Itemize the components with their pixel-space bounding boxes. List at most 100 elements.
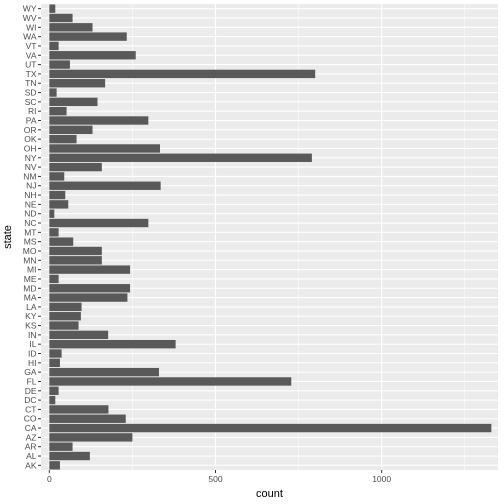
y-tick-label-mi: MI [27, 265, 36, 275]
y-tick-label-mn: MN [23, 255, 36, 265]
y-tick-label-nh: NH [24, 190, 36, 200]
y-tick-label-ct: CT [25, 404, 36, 414]
bar-az [49, 433, 133, 442]
bar-de [49, 386, 59, 395]
bar-vt [49, 41, 59, 51]
bar-mn [49, 256, 102, 265]
bar-in [49, 330, 109, 340]
y-tick-label-nm: NM [23, 171, 36, 181]
y-tick-label-sd: SD [25, 88, 37, 98]
y-tick-label-ri: RI [28, 106, 37, 116]
y-tick-label-nc: NC [24, 218, 36, 228]
bar-oh [49, 144, 160, 153]
bar-ks [49, 321, 79, 330]
y-tick-label-co: CO [24, 414, 37, 424]
y-tick-label-nv: NV [25, 162, 37, 172]
bar-tn [49, 79, 106, 88]
bar-sd [49, 88, 57, 97]
bar-ma [49, 293, 128, 302]
bar-ct [49, 405, 109, 414]
y-tick-label-ne: NE [25, 199, 37, 209]
x-tick-label: 1000 [372, 474, 391, 484]
bar-ne [49, 200, 69, 209]
y-tick-label-me: ME [24, 274, 37, 284]
y-axis: AKALARAZCACOCTDCDEFLGAHIIDILINKSKYLAMAMD… [23, 4, 41, 470]
bar-la [49, 302, 82, 312]
bar-ok [49, 134, 77, 144]
bar-ri [49, 106, 67, 116]
y-tick-label-ny: NY [25, 153, 37, 163]
y-tick-label-wi: WI [26, 22, 36, 32]
bar-me [49, 274, 59, 284]
y-tick-label-al: AL [26, 451, 37, 461]
bar-nh [49, 190, 66, 200]
bars [49, 4, 492, 470]
y-tick-label-az: AZ [26, 432, 37, 442]
y-tick-label-ga: GA [24, 367, 37, 377]
bar-mo [49, 246, 102, 256]
y-tick-label-ak: AK [25, 460, 37, 470]
bar-wy [49, 4, 56, 13]
bar-nj [49, 181, 161, 190]
y-tick-label-ms: MS [24, 237, 37, 247]
y-tick-label-ar: AR [25, 442, 37, 452]
bar-ar [49, 442, 73, 451]
y-tick-label-ks: KS [25, 321, 37, 331]
x-axis-title: count [256, 488, 283, 500]
bar-tx [49, 69, 316, 79]
y-tick-label-tn: TN [25, 78, 36, 88]
y-tick-label-id: ID [28, 349, 37, 359]
bar-ut [49, 60, 70, 69]
x-axis: 0 500 1000 [47, 470, 391, 484]
y-tick-label-in: IN [28, 330, 37, 340]
bar-mi [49, 265, 131, 274]
y-tick-label-de: DE [25, 386, 37, 396]
bar-ak [49, 461, 60, 470]
bar-nc [49, 218, 149, 228]
bar-ms [49, 237, 74, 246]
y-tick-label-ca: CA [25, 423, 37, 433]
y-tick-label-ut: UT [25, 60, 36, 70]
bar-va [49, 51, 136, 60]
bar-sc [49, 97, 98, 107]
bar-hi [49, 358, 60, 368]
y-tick-label-il: IL [29, 339, 36, 349]
bar-nv [49, 162, 102, 172]
bar-or [49, 125, 93, 135]
y-tick-label-wy: WY [23, 4, 37, 14]
y-tick-label-wa: WA [23, 32, 37, 42]
bar-ca [49, 423, 492, 433]
bar-nd [49, 209, 55, 218]
bar-wa [49, 32, 127, 41]
y-axis-title: state [2, 225, 14, 249]
y-tick-label-mo: MO [23, 246, 37, 256]
bar-al [49, 451, 90, 461]
bar-il [49, 339, 176, 349]
x-tick-label: 500 [208, 474, 222, 484]
y-tick-label-ma: MA [24, 293, 37, 303]
plot-panel [41, 4, 498, 470]
y-tick-label-nd: ND [24, 209, 36, 219]
bar-id [49, 349, 62, 358]
y-tick-label-la: LA [26, 302, 37, 312]
bar-co [49, 414, 126, 423]
y-tick-label-fl: FL [27, 376, 37, 386]
y-tick-label-mt: MT [24, 227, 36, 237]
bar-ky [49, 312, 81, 321]
y-tick-label-tx: TX [26, 69, 37, 79]
y-tick-label-pa: PA [26, 116, 37, 126]
y-tick-label-vt: VT [26, 41, 37, 51]
y-tick-label-md: MD [23, 283, 36, 293]
y-tick-label-dc: DC [24, 395, 36, 405]
bar-ny [49, 153, 312, 162]
y-tick-label-hi: HI [28, 358, 37, 368]
y-tick-label-wv: WV [23, 13, 37, 23]
y-tick-label-ky: KY [25, 311, 37, 321]
bar-dc [49, 395, 56, 405]
y-tick-label-oh: OH [24, 143, 37, 153]
bar-mt [49, 228, 59, 237]
y-tick-label-nj: NJ [26, 181, 36, 191]
bar-fl [49, 377, 292, 386]
bar-ga [49, 367, 159, 377]
